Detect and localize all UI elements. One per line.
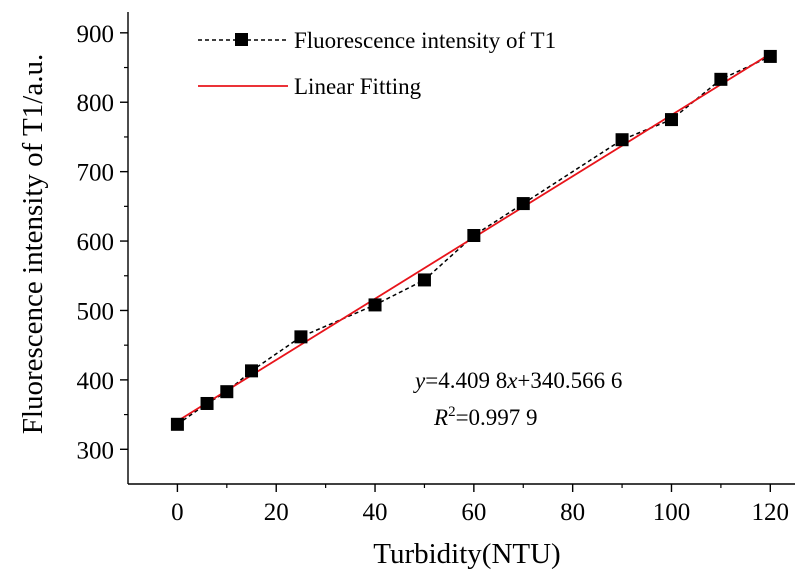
data-point bbox=[467, 229, 481, 243]
x-tick-label: 60 bbox=[461, 499, 486, 526]
y-tick-label: 500 bbox=[77, 298, 115, 325]
y-axis-ticks: 300 400 500 600 700 800 900 bbox=[77, 21, 128, 464]
y-tick-label: 400 bbox=[77, 368, 115, 395]
data-point bbox=[615, 133, 629, 147]
data-point bbox=[200, 396, 214, 410]
legend-label-fluorescence: Fluorescence intensity of T1 bbox=[294, 28, 556, 53]
y-tick-label: 900 bbox=[77, 21, 115, 48]
x-tick-label: 80 bbox=[560, 499, 585, 526]
data-point bbox=[368, 298, 382, 312]
data-point bbox=[714, 72, 728, 86]
data-point bbox=[763, 49, 777, 63]
fit-equation: y=4.409 8x+340.566 6 bbox=[413, 368, 622, 393]
plot-area bbox=[170, 49, 777, 431]
x-tick-label: 100 bbox=[653, 499, 691, 526]
y-tick-label: 800 bbox=[77, 90, 115, 117]
data-point bbox=[417, 273, 431, 287]
y-tick-label: 300 bbox=[77, 437, 115, 464]
x-tick-label: 20 bbox=[264, 499, 289, 526]
legend: Fluorescence intensity of T1 Linear Fitt… bbox=[198, 28, 556, 99]
r-squared: R2=0.997 9 bbox=[433, 404, 538, 430]
y-axis-label: Fluorescence intensity of T1/a.u. bbox=[17, 54, 49, 434]
data-point bbox=[516, 197, 530, 211]
y-tick-label: 700 bbox=[77, 160, 115, 187]
legend-label-linear-fitting: Linear Fitting bbox=[294, 74, 422, 99]
x-tick-label: 0 bbox=[171, 499, 184, 526]
legend-square-marker bbox=[235, 33, 248, 46]
y-tick-label: 600 bbox=[77, 229, 115, 256]
axes bbox=[127, 12, 795, 485]
x-axis-label: Turbidity(NTU) bbox=[373, 538, 560, 570]
data-point bbox=[664, 113, 678, 127]
x-axis-ticks: 0 20 40 60 80 100 120 bbox=[171, 484, 789, 526]
data-point bbox=[170, 417, 184, 431]
x-tick-label: 120 bbox=[752, 499, 790, 526]
data-point bbox=[220, 385, 234, 399]
data-point bbox=[294, 330, 308, 344]
data-point bbox=[245, 364, 259, 378]
x-tick-label: 40 bbox=[363, 499, 388, 526]
